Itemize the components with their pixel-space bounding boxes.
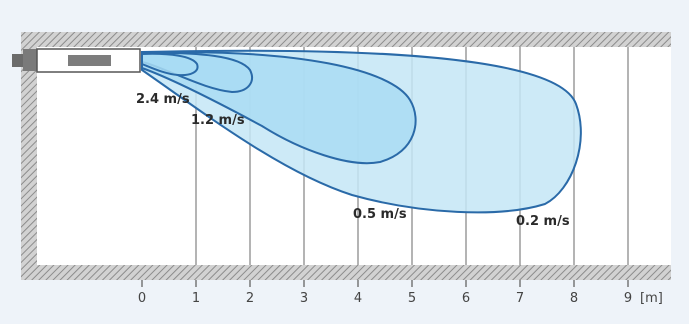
outlet-stub: [12, 54, 23, 67]
tick-label-3: 3: [300, 291, 308, 306]
tick-label-0: 0: [138, 291, 146, 306]
tick-label-6: 6: [462, 291, 470, 306]
left-wall: [21, 32, 37, 280]
outlet-body: [23, 49, 37, 71]
ceiling-wall: [21, 32, 671, 47]
floor-wall: [21, 265, 671, 280]
zone-2-4-ms: [141, 52, 199, 77]
tick-label-2: 2: [246, 291, 254, 306]
tick-label-7: 7: [516, 291, 524, 306]
x-axis-unit: [m]: [640, 291, 663, 306]
tick-label-5: 5: [408, 291, 416, 306]
airflow-zones: [141, 49, 582, 214]
outlet-slot: [68, 55, 111, 66]
tick-label-1: 1: [192, 291, 200, 306]
tick-label-9: 9: [624, 291, 632, 306]
zone-label-0-2: 0.2 m/s: [516, 214, 570, 229]
zone-label-2-4: 2.4 m/s: [136, 92, 190, 107]
x-axis-ticks: 0 1 2 3 4 5 6 7 8 9: [138, 280, 632, 306]
zone-label-0-5: 0.5 m/s: [353, 207, 407, 222]
zone-label-1-2: 1.2 m/s: [191, 113, 245, 128]
tick-label-8: 8: [570, 291, 578, 306]
tick-label-4: 4: [354, 291, 362, 306]
